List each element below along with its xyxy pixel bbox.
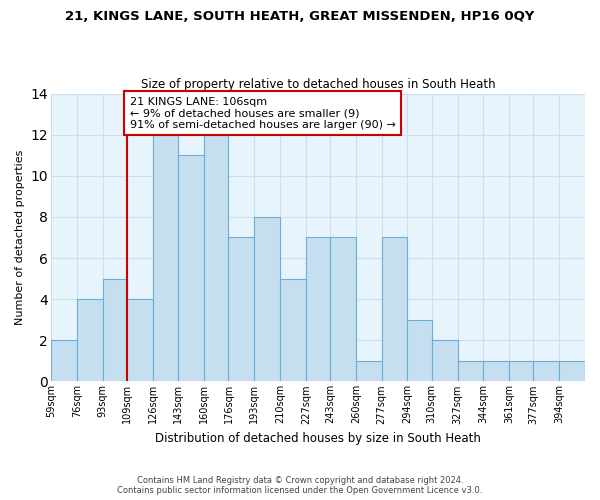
Bar [103,278,127,382]
Bar [152,134,178,382]
Text: Contains HM Land Registry data © Crown copyright and database right 2024.
Contai: Contains HM Land Registry data © Crown c… [118,476,482,495]
Bar [356,361,382,382]
Bar [559,361,585,382]
Bar [533,361,559,382]
Text: 21, KINGS LANE, SOUTH HEATH, GREAT MISSENDEN, HP16 0QY: 21, KINGS LANE, SOUTH HEATH, GREAT MISSE… [65,10,535,23]
Bar [458,361,484,382]
Title: Size of property relative to detached houses in South Heath: Size of property relative to detached ho… [140,78,495,91]
Bar [280,278,306,382]
Bar [51,340,77,382]
X-axis label: Distribution of detached houses by size in South Heath: Distribution of detached houses by size … [155,432,481,445]
Bar [77,299,103,382]
Bar [127,299,152,382]
Bar [204,134,229,382]
Bar [382,238,407,382]
Bar [330,238,356,382]
Text: 21 KINGS LANE: 106sqm
← 9% of detached houses are smaller (9)
91% of semi-detach: 21 KINGS LANE: 106sqm ← 9% of detached h… [130,96,396,130]
Bar [254,217,280,382]
Bar [178,155,204,382]
Y-axis label: Number of detached properties: Number of detached properties [15,150,25,325]
Bar [509,361,533,382]
Bar [407,320,432,382]
Bar [229,238,254,382]
Bar [432,340,458,382]
Bar [306,238,330,382]
Bar [484,361,509,382]
